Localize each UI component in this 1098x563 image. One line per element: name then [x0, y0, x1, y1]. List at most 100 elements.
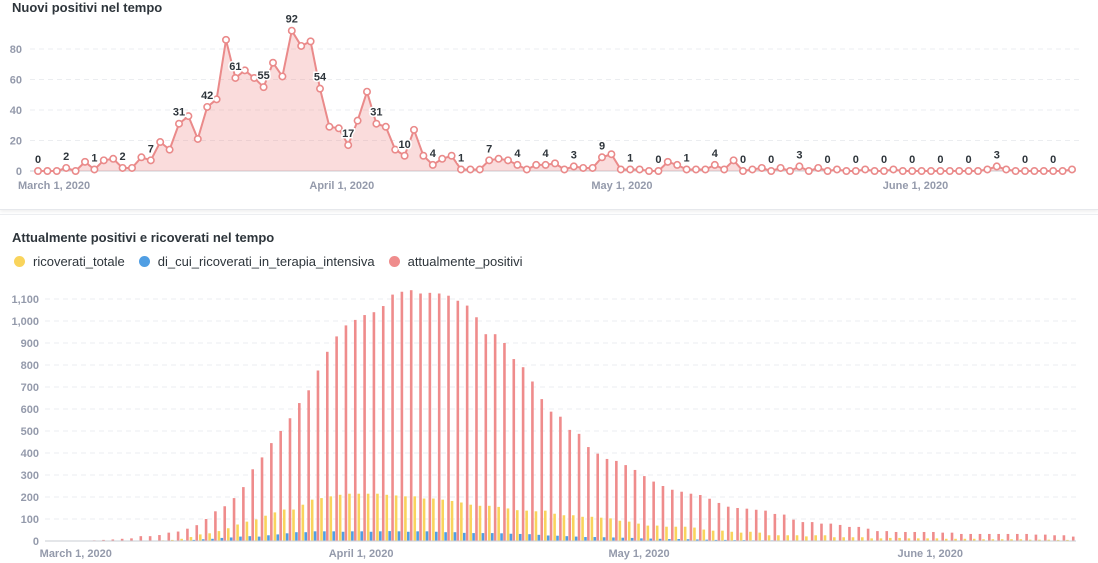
data-label: 0	[1022, 154, 1028, 166]
data-point	[345, 142, 351, 148]
data-label: 0	[655, 154, 661, 166]
data-point	[223, 37, 229, 43]
bar-ricoverati_totale	[357, 494, 360, 541]
data-label: 0	[966, 154, 972, 166]
bar-attualmente_positivi	[1063, 535, 1066, 541]
data-point	[148, 157, 154, 163]
bar-ricoverati_totale	[432, 499, 435, 541]
y-tick-label: 300	[21, 470, 39, 482]
bar-attualmente_positivi	[214, 511, 217, 541]
bar-attualmente_positivi	[494, 334, 497, 541]
x-tick-label: April 1, 2020	[329, 548, 394, 560]
bar-attualmente_positivi	[587, 447, 590, 541]
data-point	[881, 168, 887, 174]
data-point	[589, 165, 595, 171]
bar-attualmente_positivi	[438, 294, 441, 542]
bar-attualmente_positivi	[643, 476, 646, 541]
bar-attualmente_positivi	[391, 295, 394, 541]
bar-attualmente_positivi	[140, 536, 143, 541]
bar-attualmente_positivi	[820, 524, 823, 541]
bar-ricoverati_totale	[665, 527, 668, 541]
data-point	[138, 154, 144, 160]
bar-ricoverati_totale	[451, 501, 454, 541]
bar-di_cui_ricoverati_in_terapia_intensiva	[538, 535, 541, 541]
bar-ricoverati_totale	[600, 518, 603, 541]
bar-di_cui_ricoverati_in_terapia_intensiva	[370, 532, 373, 541]
bar-attualmente_positivi	[895, 532, 898, 541]
data-point	[937, 168, 943, 174]
data-label: 0	[1050, 154, 1056, 166]
data-label: 3	[994, 149, 1000, 161]
data-label: 4	[543, 148, 550, 160]
data-point	[458, 166, 464, 172]
data-label: 1	[684, 152, 690, 164]
data-point	[928, 168, 934, 174]
bar-attualmente_positivi	[848, 527, 851, 541]
data-point	[354, 117, 360, 123]
bar-attualmente_positivi	[727, 507, 730, 541]
data-label: 1	[91, 152, 97, 164]
bar-di_cui_ricoverati_in_terapia_intensiva	[286, 533, 289, 541]
bar-ricoverati_totale	[581, 517, 584, 541]
bar-attualmente_positivi	[335, 336, 338, 541]
data-point	[1041, 168, 1047, 174]
data-point	[674, 162, 680, 168]
bar-ricoverati_totale	[264, 516, 267, 541]
bar-ricoverati_totale	[572, 515, 575, 541]
data-point	[448, 153, 454, 159]
data-label: 0	[825, 154, 831, 166]
bar-ricoverati_totale	[208, 533, 211, 541]
data-label: 0	[740, 154, 746, 166]
y-tick-label: 0	[33, 536, 39, 548]
bar-ricoverati_totale	[814, 535, 817, 541]
data-point	[730, 157, 736, 163]
data-point	[740, 168, 746, 174]
data-label: 0	[909, 154, 915, 166]
bar-di_cui_ricoverati_in_terapia_intensiva	[258, 537, 261, 541]
bar-di_cui_ricoverati_in_terapia_intensiva	[332, 531, 335, 541]
bar-attualmente_positivi	[177, 532, 180, 541]
bar-ricoverati_totale	[469, 505, 472, 541]
bar-ricoverati_totale	[535, 511, 538, 541]
data-label: 7	[486, 143, 492, 155]
data-point	[110, 156, 116, 162]
bar-di_cui_ricoverati_in_terapia_intensiva	[267, 535, 270, 541]
data-label: 1	[627, 152, 633, 164]
bar-attualmente_positivi	[485, 334, 488, 541]
data-point	[270, 60, 276, 66]
bar-ricoverati_totale	[395, 495, 398, 541]
bar-di_cui_ricoverati_in_terapia_intensiva	[276, 534, 279, 541]
data-point	[524, 166, 530, 172]
bar-attualmente_positivi	[233, 498, 236, 541]
bar-di_cui_ricoverati_in_terapia_intensiva	[314, 531, 317, 541]
data-point	[646, 168, 652, 174]
bar-attualmente_positivi	[708, 499, 711, 541]
data-point	[72, 168, 78, 174]
data-point	[871, 168, 877, 174]
data-point	[1050, 168, 1056, 174]
data-point	[768, 168, 774, 174]
data-point	[260, 84, 266, 90]
bar-ricoverati_totale	[796, 535, 799, 541]
data-label: 54	[314, 72, 327, 84]
data-label: 2	[63, 151, 69, 163]
y-tick-label: 500	[21, 426, 39, 438]
bar-attualmente_positivi	[783, 515, 786, 541]
bar-ricoverati_totale	[255, 519, 258, 541]
bar-ricoverati_totale	[749, 532, 752, 541]
bar-attualmente_positivi	[941, 533, 944, 541]
bar-attualmente_positivi	[410, 290, 413, 541]
bar-attualmente_positivi	[671, 490, 674, 541]
data-point	[477, 166, 483, 172]
data-point	[824, 168, 830, 174]
bar-attualmente_positivi	[680, 492, 683, 541]
data-point	[364, 89, 370, 95]
x-tick-label: April 1, 2020	[309, 180, 374, 192]
bar-ricoverati_totale	[544, 511, 547, 541]
bar-ricoverati_totale	[609, 518, 612, 541]
bar-ricoverati_totale	[768, 535, 771, 541]
bar-attualmente_positivi	[503, 343, 506, 541]
bar-attualmente_positivi	[857, 527, 860, 541]
bar-ricoverati_totale	[348, 494, 351, 541]
data-point	[1031, 168, 1037, 174]
